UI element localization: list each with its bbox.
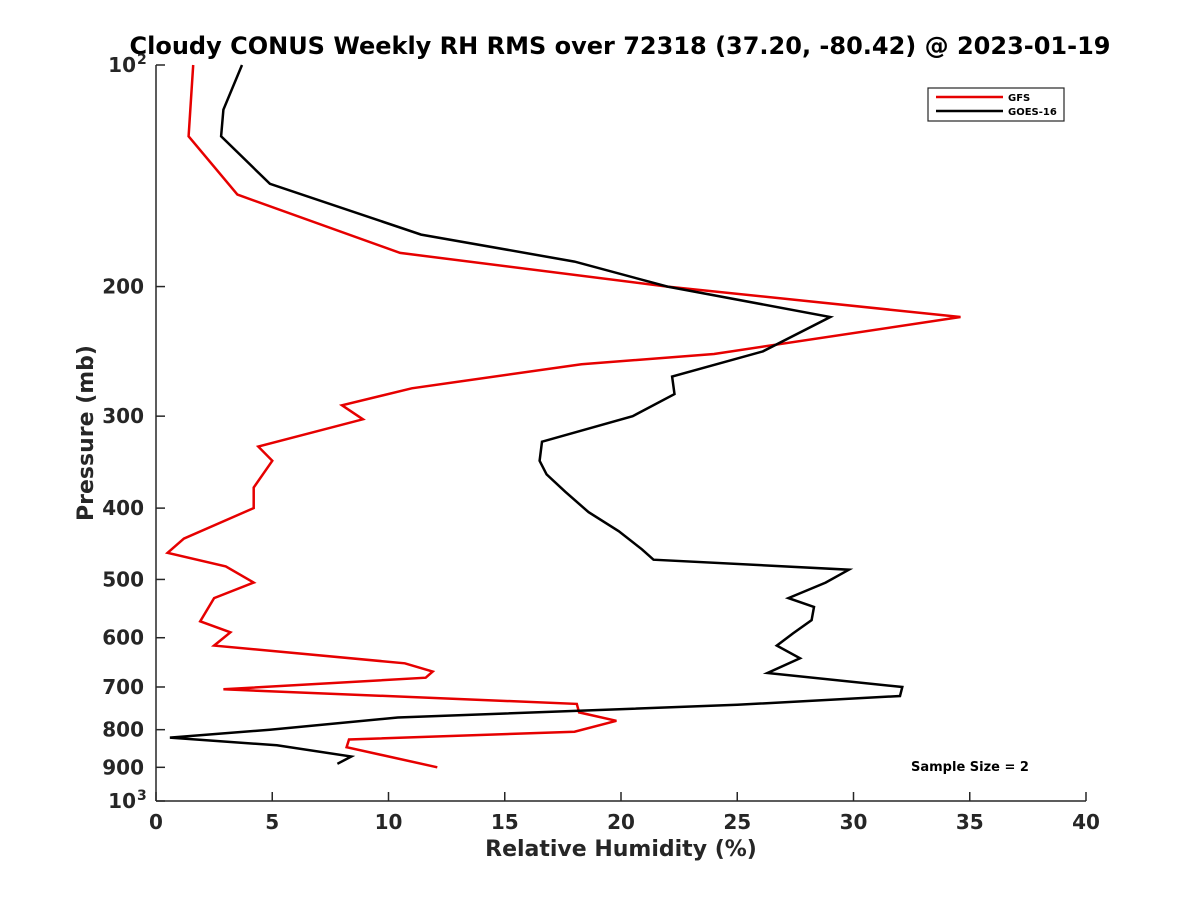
y-tick-label: 700 xyxy=(102,675,144,699)
legend-box xyxy=(927,87,1065,122)
series-layer xyxy=(164,64,961,769)
series-line-goes16 xyxy=(169,64,904,765)
y-tick-exponent: 2 xyxy=(137,52,147,68)
series-line-gfs xyxy=(164,64,961,769)
y-tick-label: 600 xyxy=(102,626,144,650)
x-tick-label: 10 xyxy=(375,810,403,834)
y-axis-label: Pressure (mb) xyxy=(74,345,99,521)
x-tick-label: 5 xyxy=(265,810,279,834)
x-axis-label: Relative Humidity (%) xyxy=(485,837,757,862)
y-tick-label: 500 xyxy=(102,567,144,591)
x-tick-label: 15 xyxy=(491,810,519,834)
y-tick-label: 300 xyxy=(102,404,144,428)
x-tick-label: 20 xyxy=(607,810,635,834)
x-tick-label: 25 xyxy=(723,810,751,834)
y-tick-exponent: 3 xyxy=(137,788,147,804)
legend-label-gfs: GFS xyxy=(1008,93,1030,104)
y-tick-label: 900 xyxy=(102,755,144,779)
x-tick-label: 40 xyxy=(1072,810,1100,834)
y-tick-label: 10 xyxy=(108,53,136,77)
y-tick-label: 200 xyxy=(102,275,144,299)
y-tick-label: 10 xyxy=(108,789,136,813)
chart-title: Cloudy CONUS Weekly RH RMS over 72318 (3… xyxy=(130,32,1111,60)
sample-size-annotation: Sample Size = 2 xyxy=(911,760,1029,775)
y-tick-label: 800 xyxy=(102,718,144,742)
x-tick-label: 35 xyxy=(956,810,984,834)
x-tick-label: 30 xyxy=(840,810,868,834)
y-tick-label: 400 xyxy=(102,496,144,520)
legend-label-goes16: GOES-16 xyxy=(1008,107,1057,118)
x-tick-label: 0 xyxy=(149,810,163,834)
legend: GFS GOES-16 xyxy=(927,87,1065,122)
x-ticks: 0 5 10 15 20 25 30 35 40 xyxy=(149,792,1100,834)
